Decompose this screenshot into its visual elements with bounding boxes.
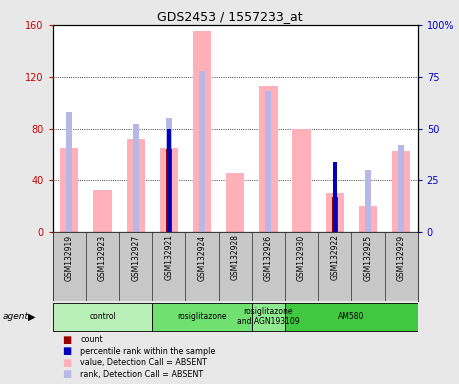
- Bar: [292, 129, 311, 232]
- Text: GSM132929: GSM132929: [397, 234, 406, 281]
- Text: count: count: [80, 335, 103, 344]
- Text: value, Detection Call = ABSENT: value, Detection Call = ABSENT: [80, 358, 207, 367]
- Text: GDS2453 / 1557233_at: GDS2453 / 1557233_at: [157, 10, 302, 23]
- Text: ■: ■: [62, 346, 71, 356]
- Text: GSM132928: GSM132928: [231, 234, 240, 280]
- Text: GSM132919: GSM132919: [65, 234, 74, 281]
- Text: AM580: AM580: [338, 312, 364, 321]
- Bar: [259, 86, 278, 232]
- Text: control: control: [89, 312, 116, 321]
- Bar: [398, 145, 404, 232]
- FancyBboxPatch shape: [53, 303, 152, 331]
- Text: GSM132921: GSM132921: [164, 234, 174, 280]
- Bar: [359, 207, 377, 232]
- Text: ▶: ▶: [28, 312, 36, 322]
- Bar: [265, 91, 271, 232]
- Text: GSM132924: GSM132924: [197, 234, 207, 281]
- Bar: [365, 170, 371, 232]
- Bar: [332, 197, 338, 232]
- Text: GSM132923: GSM132923: [98, 234, 107, 281]
- Bar: [60, 148, 78, 232]
- Bar: [392, 151, 410, 232]
- Text: ■: ■: [62, 335, 71, 345]
- Bar: [166, 149, 172, 232]
- Bar: [226, 173, 244, 232]
- Bar: [193, 31, 211, 232]
- Text: percentile rank within the sample: percentile rank within the sample: [80, 347, 216, 356]
- Bar: [67, 112, 73, 232]
- Text: GSM132922: GSM132922: [330, 234, 339, 280]
- Bar: [333, 162, 337, 232]
- Text: rosiglitazone
and AGN193109: rosiglitazone and AGN193109: [237, 307, 300, 326]
- Text: GSM132927: GSM132927: [131, 234, 140, 281]
- Bar: [166, 118, 172, 232]
- Bar: [160, 148, 178, 232]
- Text: GSM132930: GSM132930: [297, 234, 306, 281]
- Text: agent: agent: [2, 312, 28, 321]
- Text: rosiglitazone: rosiglitazone: [177, 312, 227, 321]
- Text: ■: ■: [62, 369, 71, 379]
- Text: GSM132925: GSM132925: [364, 234, 372, 281]
- Text: ■: ■: [62, 358, 71, 368]
- FancyBboxPatch shape: [152, 303, 252, 331]
- Bar: [167, 129, 171, 232]
- Bar: [127, 139, 145, 232]
- Text: rank, Detection Call = ABSENT: rank, Detection Call = ABSENT: [80, 370, 203, 379]
- Bar: [94, 190, 112, 232]
- Bar: [133, 124, 139, 232]
- Text: GSM132926: GSM132926: [264, 234, 273, 281]
- Bar: [325, 194, 344, 232]
- FancyBboxPatch shape: [285, 303, 418, 331]
- FancyBboxPatch shape: [252, 303, 285, 331]
- Bar: [199, 71, 205, 232]
